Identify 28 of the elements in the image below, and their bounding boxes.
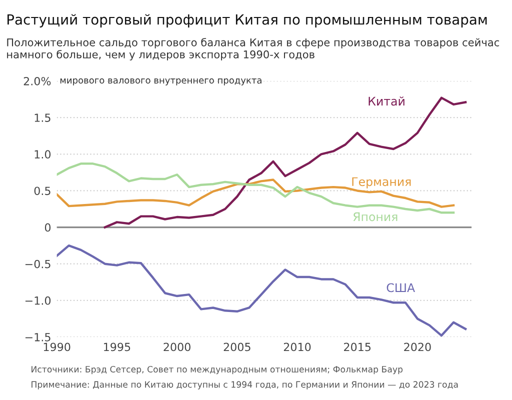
x-tick-label: 1995 (104, 342, 130, 352)
line-series (56, 244, 467, 337)
y-tick-label: −1.5 (25, 333, 50, 342)
y-tick-label: 2.0% (24, 76, 51, 86)
x-tick-label: 2010 (284, 342, 311, 352)
series-label: Япония (353, 212, 398, 222)
y-tick-label: −0.5 (25, 260, 50, 268)
x-tick-label: 2015 (344, 342, 371, 352)
chart-title: Растущий торговый профицит Китая по промышленным товарам (8, 14, 487, 28)
series-label: Германия (352, 177, 411, 188)
text: Источники: Брэд Сетсер, Совет по международным отношениям; Фолькмар Баур (32, 366, 403, 374)
line-series (56, 162, 455, 214)
x-tick-label: 2005 (224, 342, 250, 352)
x-tick-label: 2000 (164, 342, 190, 352)
chart-subtitle: Положительное сальдо торгового баланса Китая в сфере производства товаров сейчас намного больше, чем у лидеров экспорта 1990-х годов (7, 38, 500, 60)
text: Примечание: Данные по Китаю доступны с 1994 года, по Германии и Японии — до 2023 года (32, 381, 458, 390)
y-axis-title: мирового валового внутреннего продукта (60, 78, 262, 86)
y-tick-label: 1.5 (34, 114, 50, 122)
y-tick-label: 1.0 (34, 150, 51, 159)
y-tick-label: 0 (44, 223, 51, 232)
y-tick-label: 0.5 (34, 186, 50, 196)
text: Китай (368, 96, 404, 106)
series-label: США (386, 283, 415, 292)
x-tick-label: 1990 (44, 342, 70, 352)
y-tick-label: −1.0 (25, 296, 51, 305)
line-series (56, 178, 455, 208)
line-series (104, 96, 467, 228)
x-tick-label: 2020 (404, 342, 431, 352)
